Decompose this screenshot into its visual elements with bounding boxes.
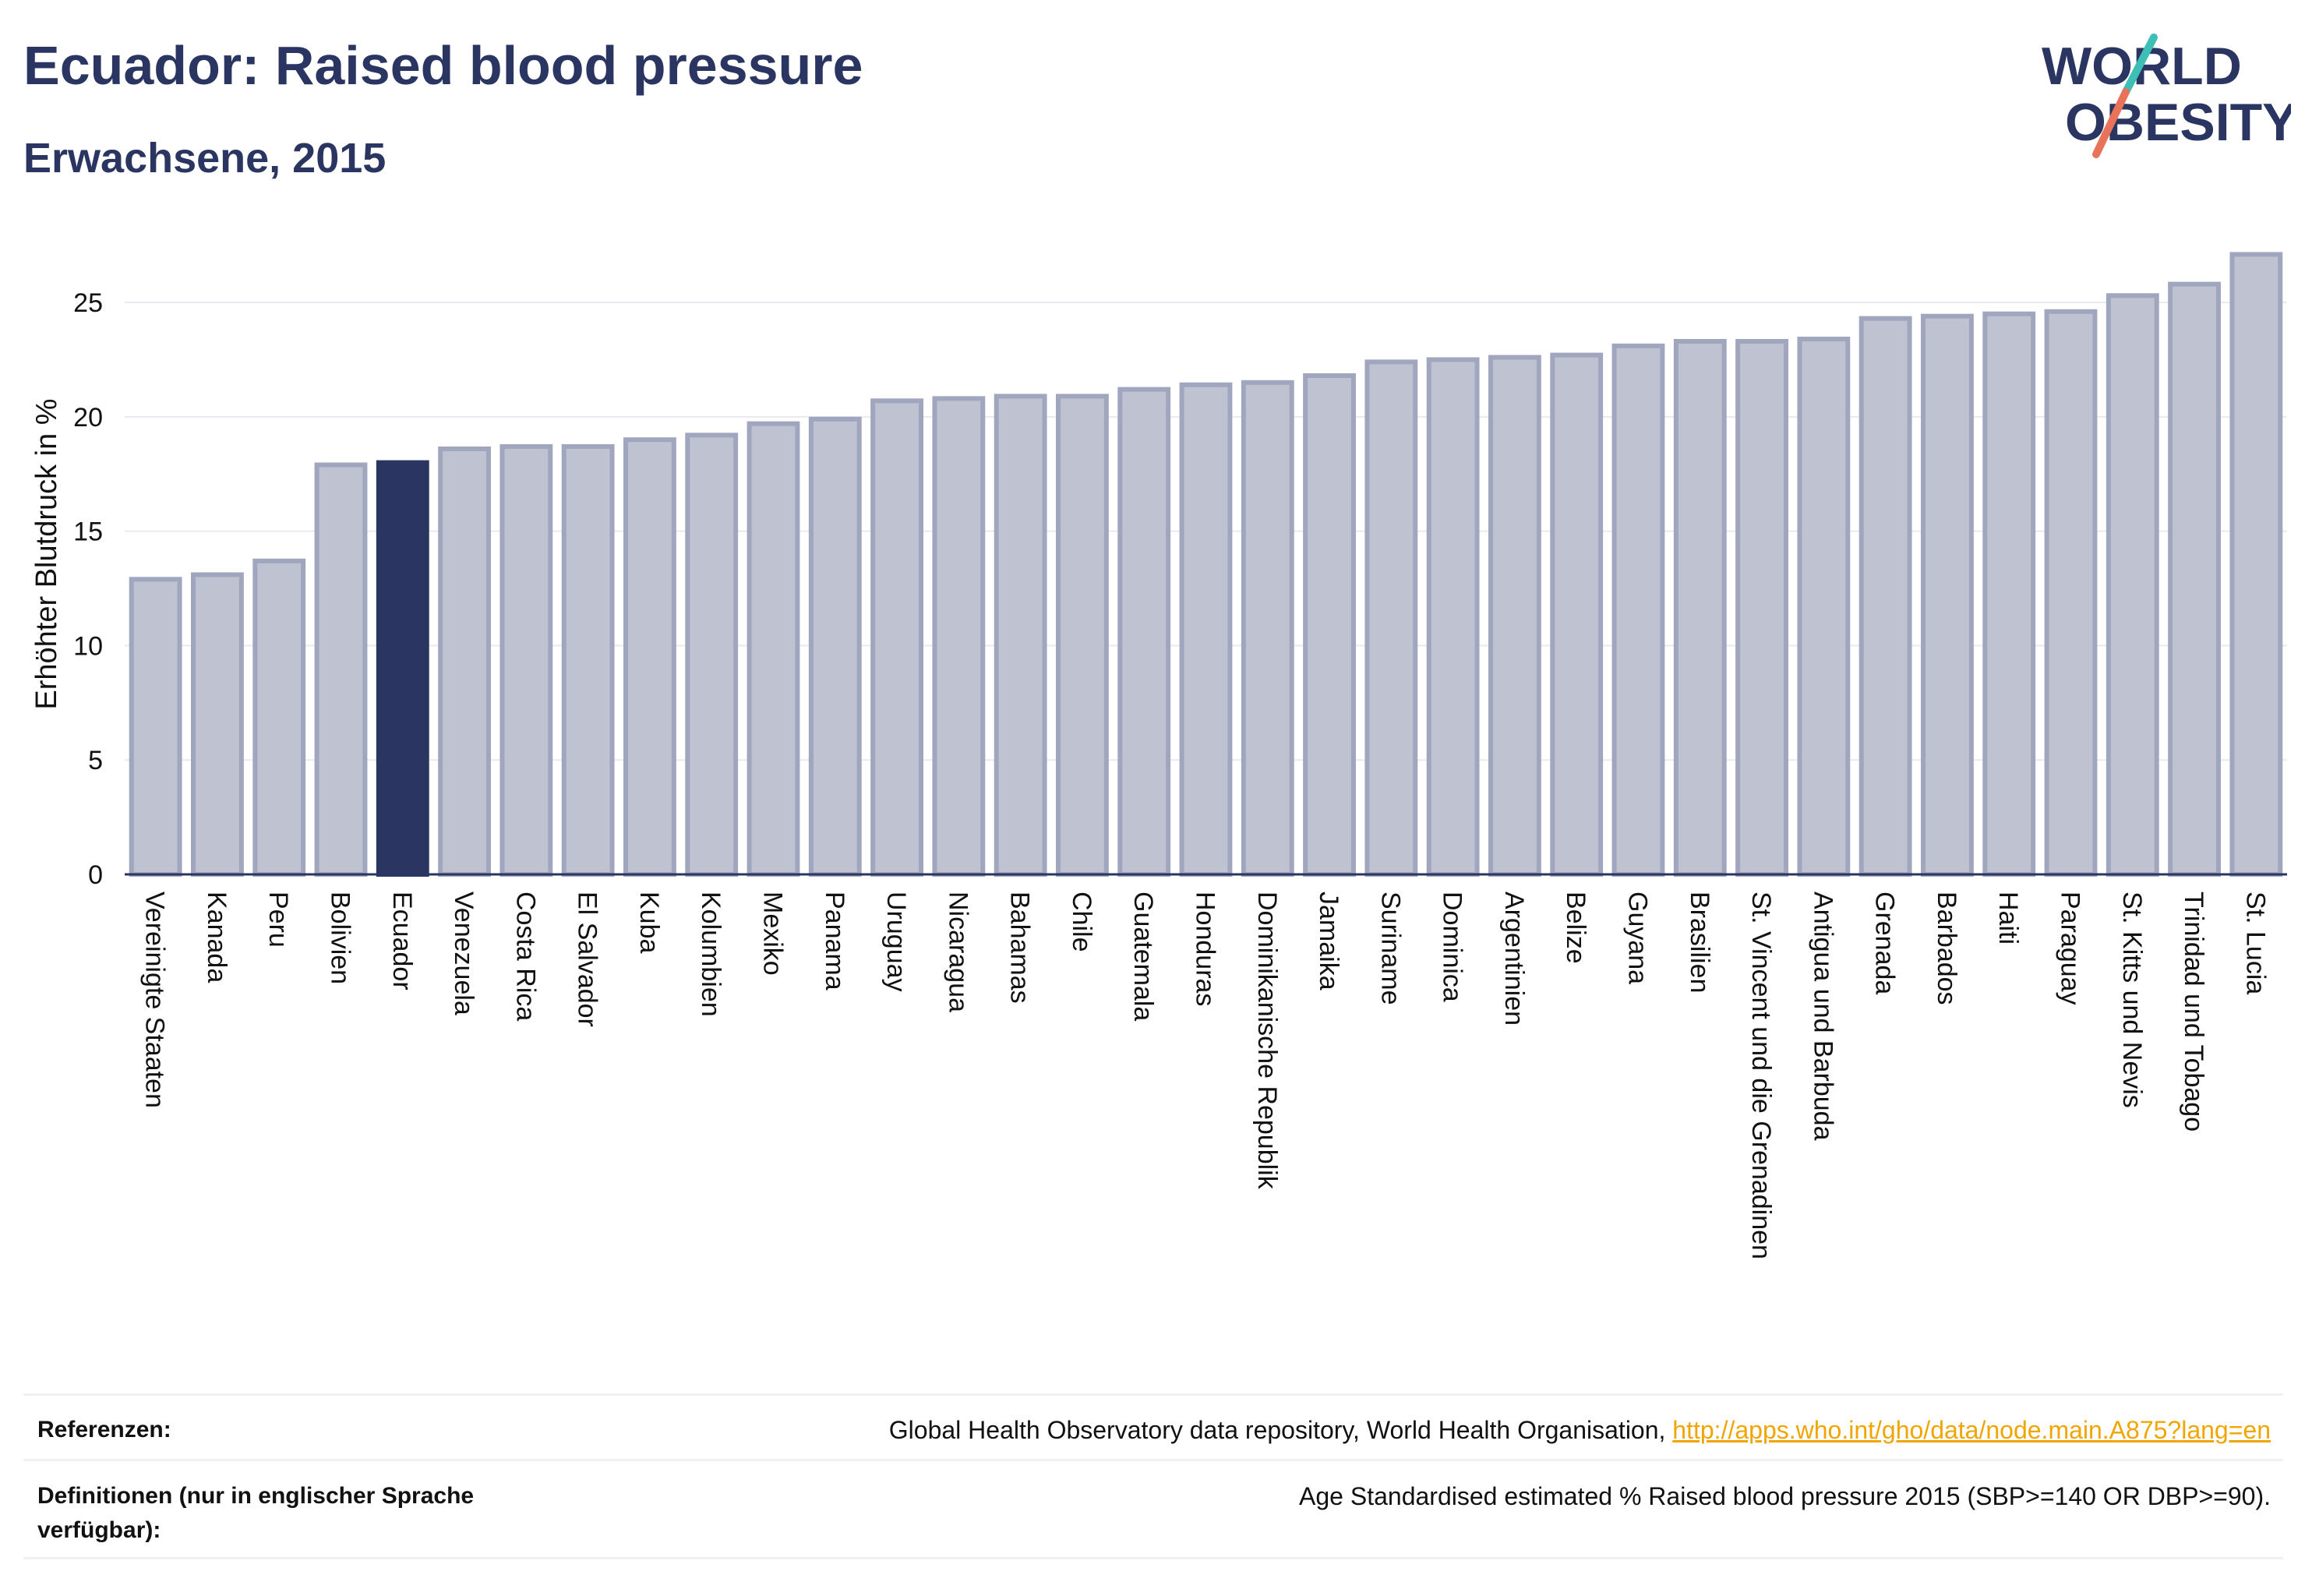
footer-divider-middle (23, 1459, 2283, 1461)
bar-peru[interactable] (252, 558, 306, 877)
x-tick-label: St. Lucia (2240, 892, 2270, 994)
x-tick-label: St. Vincent und die Grenadinen (1746, 892, 1776, 1259)
x-tick-label: Peru (263, 892, 293, 948)
x-tick-label: Chile (1067, 892, 1096, 952)
y-tick-label: 25 (73, 288, 103, 318)
bar-chile[interactable] (1056, 394, 1109, 877)
x-tick-label: Grenada (1870, 892, 1900, 994)
bar-uruguay[interactable] (870, 398, 923, 877)
bar-venezuela[interactable] (438, 446, 491, 877)
x-tick-label: Kolumbien (696, 892, 725, 1017)
bar-argentinien[interactable] (1488, 355, 1541, 877)
bar-belize[interactable] (1550, 352, 1604, 877)
x-tick-label: Panama (820, 892, 849, 990)
x-tick-label: Bolivien (326, 892, 355, 984)
bar-haiti[interactable] (1982, 311, 2036, 877)
x-tick-label: St. Kitts und Nevis (2117, 892, 2147, 1108)
x-tick-label: Antigua und Barbuda (1808, 892, 1837, 1141)
logo-slash-teal (2122, 34, 2158, 96)
x-tick-label: Dominikanische Republik (1252, 892, 1282, 1190)
bar-paraguay[interactable] (2044, 309, 2098, 877)
bar-guatemala[interactable] (1117, 387, 1171, 877)
bar-dominikanische-republik[interactable] (1241, 380, 1294, 877)
bar-kuba[interactable] (623, 437, 676, 877)
bar-st-vincent-und-die-grenadinen[interactable] (1735, 338, 1788, 877)
x-tick-label: Kanada (202, 892, 231, 983)
x-tick-label: Nicaragua (943, 892, 972, 1012)
x-tick-label: Guyana (1623, 892, 1653, 984)
x-tick-label: Jamaika (1314, 892, 1343, 990)
x-tick-label: Barbados (1932, 892, 1961, 1005)
x-tick-label: Kuba (634, 892, 664, 953)
references-link[interactable]: http://apps.who.int/gho/data/node.main.A… (1672, 1416, 2271, 1444)
x-tick-label: Mexiko (758, 892, 788, 976)
bar-st-kitts-und-nevis[interactable] (2106, 293, 2159, 877)
bar-chart: 0 5 10 15 20 25 Erhöhter Blutdruck in % Vereini… (30, 252, 2287, 1259)
definitions-label-line1: Definitionen (nur in englischer Sprache (37, 1483, 475, 1509)
chart-title: Ecuador: Raised blood pressure (23, 35, 863, 96)
y-axis-label: Erhöhter Blutdruck in % (30, 398, 63, 709)
references-label: Referenzen: (37, 1417, 171, 1442)
bar-brasilien[interactable] (1673, 338, 1727, 877)
definitions-label-line2: verfügbar): (37, 1517, 161, 1543)
bar-dominica[interactable] (1426, 357, 1480, 877)
references-text: Global Health Observatory data repositor… (888, 1416, 1673, 1444)
bar-vereinigte-staaten[interactable] (129, 577, 182, 877)
bar-bolivien[interactable] (314, 462, 368, 877)
x-tick-label: El Salvador (573, 892, 602, 1027)
footer-divider-top (23, 1393, 2283, 1396)
bar-kanada[interactable] (191, 572, 244, 877)
x-tick-label: Vereinigte Staaten (140, 892, 170, 1108)
bar-barbados[interactable] (1921, 313, 1974, 877)
bar-st-lucia[interactable] (2229, 252, 2283, 877)
definitions-value: Age Standardised estimated % Raised bloo… (1299, 1482, 2271, 1510)
y-tick-label: 5 (88, 746, 103, 775)
bar-el-salvador[interactable] (561, 444, 615, 877)
definitions-label: Definitionen (nur in englischer Sprache … (37, 1479, 474, 1548)
x-tick-label: Trinidad und Tobago (2179, 892, 2208, 1132)
x-tick-label: Belize (1561, 892, 1590, 964)
bar-bahamas[interactable] (994, 394, 1047, 877)
bar-costa-rica[interactable] (499, 444, 553, 877)
x-tick-label: Haiti (1993, 892, 2023, 945)
x-tick-label: Dominica (1438, 892, 1467, 1002)
x-tick-label: Argentinien (1499, 892, 1529, 1026)
x-tick-label: Paraguay (2056, 892, 2085, 1005)
x-tick-label: Ecuador (387, 892, 417, 990)
x-tick-label: Suriname (1375, 892, 1405, 1005)
bar-guyana[interactable] (1611, 343, 1665, 877)
bar-kolumbien[interactable] (685, 433, 739, 877)
bar-panama[interactable] (808, 416, 862, 877)
bar-jamaika[interactable] (1303, 373, 1356, 877)
bar-grenada[interactable] (1858, 316, 1912, 877)
y-tick-label: 0 (88, 860, 103, 890)
bar-trinidad-und-tobago[interactable] (2168, 281, 2221, 877)
y-tick-label: 15 (73, 517, 103, 547)
x-tick-label: Guatemala (1128, 892, 1158, 1021)
chart-subtitle: Erwachsene, 2015 (23, 135, 387, 182)
x-tick-label: Bahamas (1005, 892, 1035, 1004)
references-value: Global Health Observatory data repositor… (889, 1413, 2271, 1447)
bar-mexiko[interactable] (747, 421, 800, 877)
bar-antigua-und-barbuda[interactable] (1797, 337, 1851, 877)
x-tick-label: Brasilien (1685, 892, 1714, 993)
footer-divider-bottom (23, 1557, 2283, 1559)
y-tick-label: 20 (73, 403, 103, 433)
bar-honduras[interactable] (1179, 382, 1233, 877)
x-tick-label: Uruguay (881, 892, 911, 992)
bar-ecuador[interactable] (376, 460, 429, 877)
logo-slash-coral (2092, 88, 2130, 158)
bar-nicaragua[interactable] (932, 396, 986, 877)
x-tick-label: Honduras (1191, 892, 1220, 1006)
y-tick-label: 10 (73, 631, 103, 661)
x-tick-label: Venezuela (449, 892, 478, 1015)
bar-suriname[interactable] (1364, 359, 1418, 877)
world-obesity-logo: WORLD OBESITY (2042, 34, 2291, 158)
x-tick-label: Costa Rica (510, 892, 540, 1021)
